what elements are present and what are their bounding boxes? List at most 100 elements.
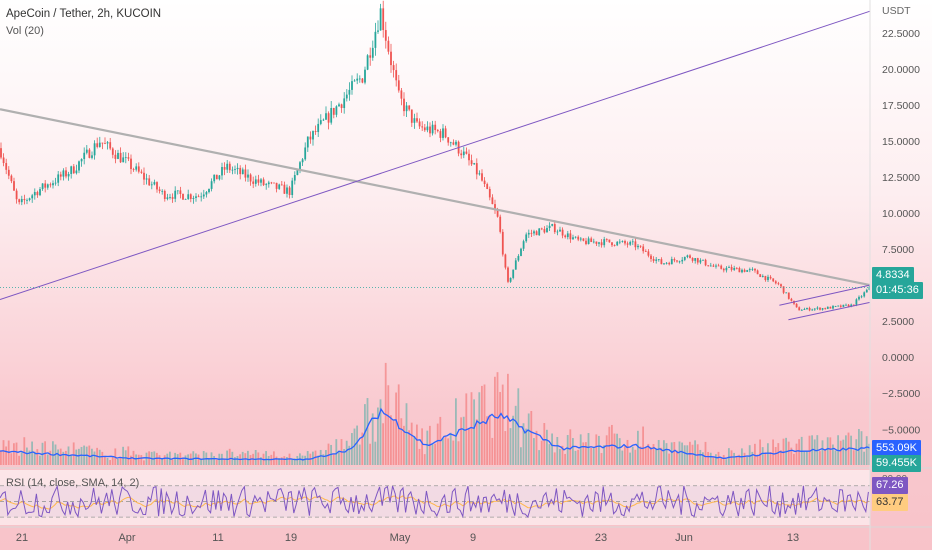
candle-body	[358, 78, 361, 80]
candles	[0, 0, 871, 312]
candle-body	[288, 187, 291, 195]
candle-body	[637, 245, 639, 248]
candle-body	[382, 8, 385, 31]
volume-bar	[52, 441, 54, 465]
volume-bar	[421, 428, 423, 465]
volume-bar	[540, 440, 543, 465]
candle-body	[379, 8, 382, 31]
rsi-value-badge: 67.26	[872, 477, 908, 494]
volume-bar	[613, 433, 616, 465]
volume-bar	[353, 428, 356, 465]
volume-bar	[673, 441, 676, 465]
volume-bar	[663, 440, 665, 465]
candle-body	[176, 190, 179, 192]
candle-body	[780, 284, 782, 287]
volume-bar	[548, 444, 551, 465]
volume-bar	[293, 458, 296, 465]
volume-bar	[39, 455, 41, 465]
volume-bar	[488, 414, 491, 465]
candle-body	[410, 109, 413, 123]
volume-bar	[260, 457, 262, 465]
price-axis-currency: USDT	[882, 5, 911, 17]
candle-body	[335, 106, 338, 115]
candle-body	[161, 190, 164, 192]
volume-bar	[163, 455, 166, 465]
candle-body	[449, 142, 452, 144]
candle-body	[75, 170, 78, 174]
candle-body	[852, 304, 855, 306]
candle-body	[249, 174, 252, 182]
candle-body	[865, 289, 868, 293]
candle-body	[109, 142, 112, 149]
trendline-descending	[0, 108, 871, 287]
volume-bar	[356, 425, 358, 465]
volume-bar	[395, 392, 397, 465]
volume-bar	[824, 450, 826, 465]
volume-bar	[351, 433, 353, 465]
volume-bar	[88, 445, 91, 465]
rsi-pane	[0, 470, 870, 525]
candle-body	[364, 69, 366, 83]
volume-bar	[70, 454, 72, 465]
volume-bar	[655, 449, 657, 465]
candle-body	[171, 197, 174, 199]
volume-bar	[267, 455, 270, 465]
candle-body	[855, 299, 858, 305]
candle-body	[236, 167, 239, 170]
candle-body	[62, 170, 65, 177]
volume-bar	[137, 454, 140, 465]
volume-bar	[543, 423, 546, 465]
candle-body	[91, 155, 93, 158]
price-tick: 2.5000	[882, 316, 914, 328]
candle-body	[860, 296, 863, 298]
volume-bar	[364, 404, 366, 465]
volume-bar	[213, 455, 215, 465]
volume-bar	[413, 435, 416, 465]
candle-body	[587, 238, 590, 245]
volume-bar	[226, 450, 228, 465]
volume-bar	[10, 453, 13, 465]
price-tick: 22.5000	[882, 28, 920, 40]
candle-body	[80, 159, 83, 162]
candle-body	[213, 174, 216, 182]
candle-body	[699, 260, 702, 263]
candle-body	[314, 131, 317, 133]
volume-bar	[702, 452, 704, 465]
volume-bar	[127, 446, 130, 465]
candle-body	[665, 262, 668, 264]
candle-body	[582, 238, 585, 241]
volume-bar	[265, 451, 267, 465]
price-tick: −2.5000	[882, 388, 920, 400]
volume-bar	[275, 456, 278, 465]
volume-bar	[681, 442, 683, 465]
volume-bar	[93, 451, 96, 465]
candle-body	[824, 308, 827, 309]
volume-bar	[616, 433, 618, 465]
candle-body	[403, 98, 405, 112]
volume-bar	[512, 415, 514, 465]
candle-body	[426, 126, 429, 131]
volume-bar	[20, 452, 23, 465]
volume-bar	[228, 448, 231, 465]
candle-body	[88, 149, 91, 158]
candle-body	[725, 267, 728, 271]
volume-bar	[392, 420, 395, 465]
candle-body	[819, 307, 821, 310]
candle-body	[683, 256, 686, 260]
volume-bar	[249, 455, 252, 465]
candle-body	[452, 142, 455, 145]
candle-body	[252, 181, 255, 184]
candle-body	[286, 187, 288, 194]
volume-bar	[629, 452, 631, 465]
candle-body	[278, 184, 281, 189]
candle-body	[49, 184, 52, 186]
volume-bar	[626, 439, 629, 465]
candle-body	[65, 170, 67, 177]
volume-bar	[460, 417, 462, 465]
candle-body	[696, 258, 699, 263]
candle-body	[553, 224, 556, 233]
candle-body	[863, 292, 866, 297]
volume-bar	[561, 445, 564, 465]
candle-body	[540, 228, 543, 230]
